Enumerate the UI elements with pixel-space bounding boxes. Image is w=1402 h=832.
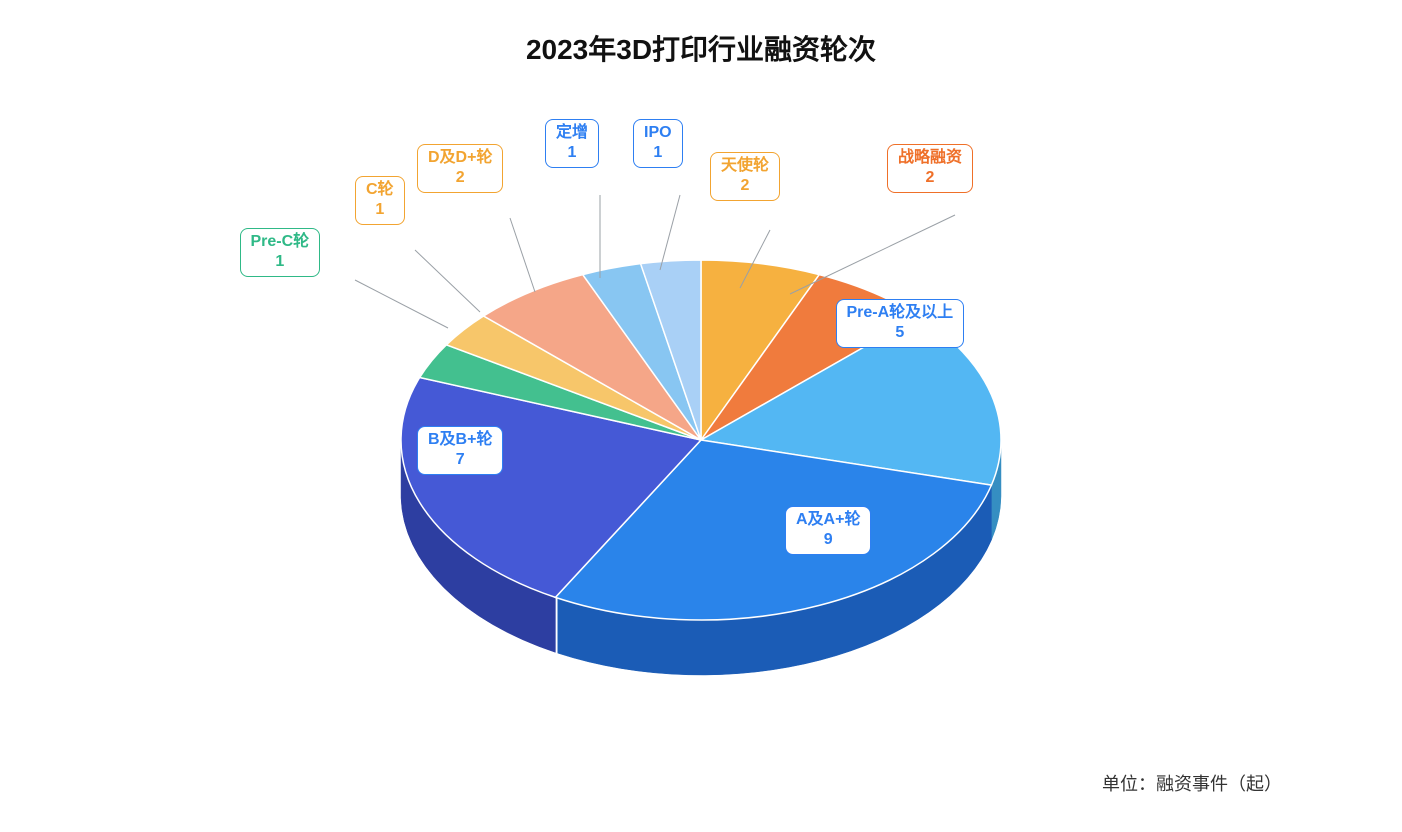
pie-label-value: 2 xyxy=(721,176,769,196)
pie-data-label: C轮1 xyxy=(355,176,405,225)
pie-data-label: D及D+轮2 xyxy=(417,144,503,193)
leader-line xyxy=(790,215,955,294)
pie-label-value: 1 xyxy=(556,143,588,163)
chart-title: 2023年3D打印行业融资轮次 xyxy=(0,28,1402,68)
chart-unit: 单位：融资事件（起） xyxy=(1102,770,1282,796)
pie-label-name: IPO xyxy=(644,123,672,143)
pie-label-value: 1 xyxy=(644,143,672,163)
pie-data-label: B及B+轮7 xyxy=(417,426,503,475)
pie-data-label: A及A+轮9 xyxy=(785,506,871,555)
pie-label-value: 1 xyxy=(251,252,310,272)
pie-label-value: 2 xyxy=(898,168,962,188)
leader-line xyxy=(355,280,448,328)
pie-label-value: 5 xyxy=(847,323,954,343)
pie-data-label: 天使轮2 xyxy=(710,152,780,201)
pie-label-name: B及B+轮 xyxy=(428,430,492,450)
leader-line xyxy=(415,250,480,312)
pie-label-name: 战略融资 xyxy=(898,148,962,168)
pie-label-name: D及D+轮 xyxy=(428,148,492,168)
financing-round-pie-chart xyxy=(0,0,1402,832)
pie-label-name: Pre-A轮及以上 xyxy=(847,303,954,323)
leader-line xyxy=(510,218,535,292)
pie-data-label: IPO1 xyxy=(633,119,683,168)
pie-label-value: 1 xyxy=(366,200,394,220)
pie-label-name: 天使轮 xyxy=(721,156,769,176)
pie-data-label: Pre-A轮及以上5 xyxy=(836,299,965,348)
pie-label-name: 定增 xyxy=(556,123,588,143)
pie-label-value: 9 xyxy=(796,530,860,550)
pie-data-label: 战略融资2 xyxy=(887,144,973,193)
pie-label-value: 7 xyxy=(428,450,492,470)
pie-label-value: 2 xyxy=(428,168,492,188)
pie-label-name: Pre-C轮 xyxy=(251,232,310,252)
pie-data-label: 定增1 xyxy=(545,119,599,168)
pie-data-label: Pre-C轮1 xyxy=(240,228,321,277)
leader-line xyxy=(660,195,680,270)
pie-label-name: C轮 xyxy=(366,180,394,200)
pie-label-name: A及A+轮 xyxy=(796,510,860,530)
